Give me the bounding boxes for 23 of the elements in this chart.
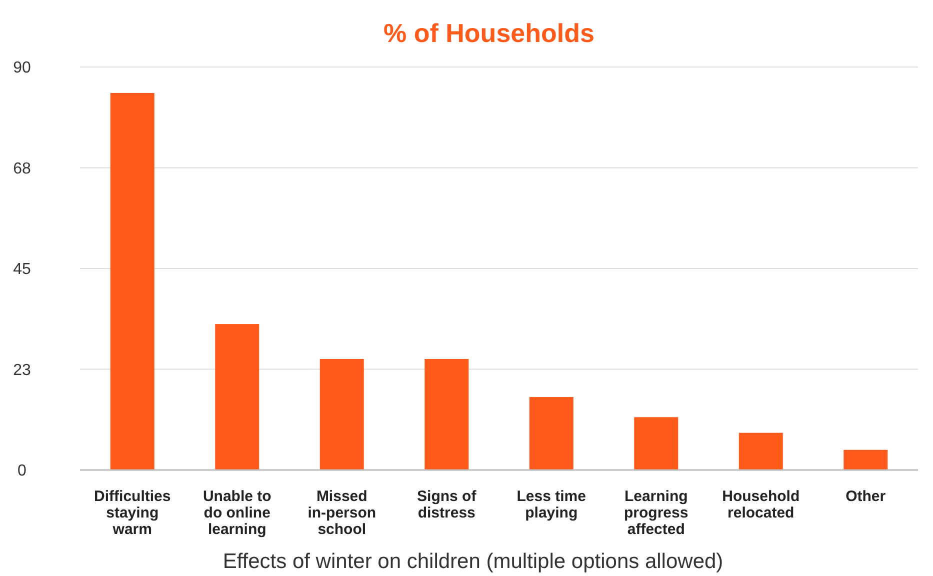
bar — [320, 358, 364, 470]
bar — [844, 450, 888, 470]
x-tick-label: Difficulties staying warm — [94, 488, 171, 538]
x-tick-label: Household relocated — [722, 488, 800, 522]
bar — [110, 92, 154, 470]
bar — [215, 324, 260, 470]
y-tick-label: 45 — [13, 261, 31, 278]
y-tick-label: 90 — [13, 60, 31, 77]
bar — [529, 397, 574, 470]
x-tick-label: Missed in-person school — [308, 488, 376, 538]
y-tick-label: 23 — [13, 362, 31, 379]
x-tick-label: Unable to do online learning — [202, 488, 272, 538]
y-tick-label: 0 — [18, 462, 27, 480]
x-axis-title: Effects of winter on children (multiple options allowed) — [222, 550, 724, 573]
x-tick-label: Other — [846, 488, 886, 505]
bar — [424, 358, 469, 470]
y-tick-label: 68 — [13, 160, 31, 178]
x-tick-label: Signs of distress — [417, 488, 478, 522]
x-tick-label: Learning progress affected — [624, 488, 688, 538]
bar — [738, 432, 783, 470]
bar — [634, 417, 678, 470]
x-tick-label: Less time playing — [516, 488, 586, 522]
chart-title: % of Households — [384, 18, 594, 48]
